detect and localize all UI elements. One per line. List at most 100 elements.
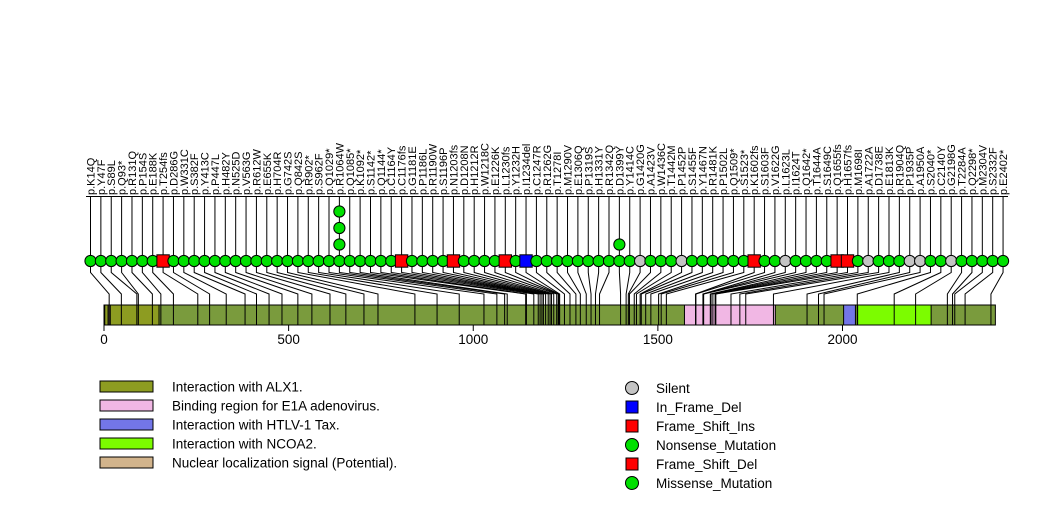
mutation-label: p.E1306Q [573,145,585,195]
mutation-label: p.A1423V [645,146,657,195]
position-map-line [577,266,587,325]
feature-legend-label: Nuclear localization signal (Potential). [172,456,397,471]
position-map-line [990,266,1004,325]
mutation-marker [250,254,263,268]
mutation-marker [364,254,377,268]
mutation-marker [986,254,999,268]
mutation-label: p.V563G [241,152,253,195]
position-map-line [484,266,555,325]
position-map-line [193,266,246,325]
mutation-legend-label: Frame_Shift_Del [656,457,757,472]
mutation-marker [758,254,771,268]
mutation-marker [343,254,356,268]
mutation-marker [779,254,792,268]
mutation-label: p.W1436C [656,143,668,195]
mutation-label: p.P1186L [417,149,429,195]
axis-tick-label: 0 [100,332,108,347]
mutation-label: p.R1262G [542,145,554,195]
position-map-line [287,266,379,325]
mutation-marker [810,254,823,268]
mutation-label: p.H1657fs [843,144,855,195]
position-map-line [359,266,508,325]
mutation-label: p.R131Q [127,151,139,195]
mutation-marker [613,238,626,251]
mutation-marker [291,254,304,268]
position-map-line [709,266,807,325]
mutation-label: p.S962F [314,153,326,195]
mutation-label: p.P447L [210,154,222,195]
position-map-line [618,266,622,325]
position-map-line [276,266,365,325]
mutation-label: p.K1092* [355,149,367,195]
mutation-label: p.Y413C [200,152,212,195]
mutation-marker [924,254,937,268]
mutation-label: p.I1624T [791,151,803,195]
mutation-marker [167,254,180,268]
position-map-line [338,266,498,325]
mutation-marker [281,254,294,268]
position-map-line [390,266,535,325]
mutation-marker [654,254,667,268]
mutation-label: p.G742S [283,152,295,195]
position-map-line [131,266,153,325]
position-map-line [224,266,283,325]
mutation-label: p.A1722A [863,146,875,195]
mutation-label: p.R1190W [428,143,440,195]
mutation-label: p.Y47F [96,159,108,195]
mutation-marker [333,254,346,268]
mutation-label: p.Q2298* [967,148,979,195]
mutation-label: p.N525D [231,152,243,195]
position-map-line [452,266,549,325]
mutation-label: p.A1950A [915,146,927,195]
mutation-marker [457,254,470,268]
position-map-line [946,266,963,325]
mutation-marker [260,254,273,268]
mutation-marker [416,254,429,268]
mutation-label: p.V1622G [770,145,782,195]
mutation-label: p.Q1655fs [832,144,844,195]
position-map-line [715,266,849,325]
mutation-marker [94,254,107,268]
mutation-marker [592,254,605,268]
position-map-line [411,266,541,325]
mutation-legend-label: Missense_Mutation [656,476,772,491]
mutation-label: p.P1452P [677,147,689,195]
mutation-marker [644,254,657,268]
mutation-marker [696,254,709,268]
position-map-line [660,266,734,325]
position-map-line [587,266,592,325]
position-map-line [473,266,553,325]
mutation-label: p.S2332F [988,147,1000,195]
position-map-line [525,266,561,325]
mutation-marker [903,254,916,268]
mutation-label: p.S1523* [739,149,751,195]
mutation-label: p.C1176fs [397,145,409,195]
position-map-line [650,266,714,325]
mutation-label: p.N1203fs [448,144,460,195]
mutation-marker [976,254,989,268]
mutation-label: p.Q1144* [376,149,388,195]
mutation-marker [229,254,242,268]
position-map-line [245,266,313,325]
mutation-marker [426,254,439,268]
mutation-marker [965,254,979,268]
mutation-legend-symbol [625,419,639,433]
mutation-label: p.T2284A [957,147,969,195]
domain-region [683,304,776,326]
mutation-label: p.D1738E [874,146,886,195]
position-map-line [739,266,869,325]
mutation-label: p.E1226K [490,146,502,195]
mutation-marker [177,254,190,268]
mutation-label: p.G1181E [407,146,419,195]
mutation-marker [125,254,139,268]
mutation-marker [799,254,813,268]
mutation-marker [322,254,336,268]
mutation-marker [955,254,968,268]
mutation-legend-symbol [625,381,639,395]
position-map-line [442,266,547,325]
feature-legend-swatch [99,399,154,412]
position-map-line [162,266,199,325]
mutation-label: p.Y1414C [625,146,637,195]
